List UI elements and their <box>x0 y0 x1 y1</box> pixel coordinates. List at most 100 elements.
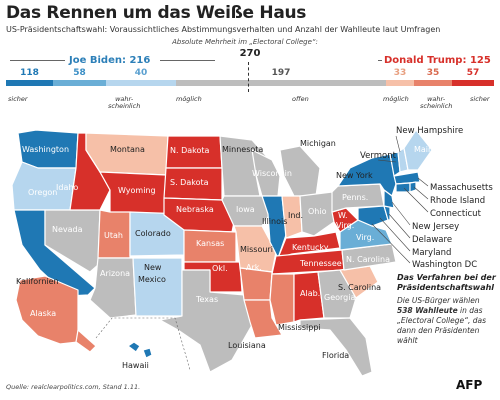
label-rhode-island: Rhode Island <box>430 196 485 206</box>
label-minnesota: Minnesota <box>222 145 263 154</box>
callout-line <box>371 223 411 264</box>
label-hawaii: Hawaii <box>122 361 149 370</box>
label-oregon: Oregon <box>28 188 57 197</box>
label-georgia: Georgia <box>324 293 355 302</box>
bar-tossup: 197 <box>176 68 386 86</box>
label-s-carolina: S. Carolina <box>338 283 381 292</box>
callout-line <box>403 187 429 213</box>
bar-rep-safe: 57 <box>452 68 494 86</box>
state-ark <box>239 267 273 301</box>
bar-dem-lean: 40 <box>106 68 176 86</box>
afp-logo: AFP <box>456 378 483 392</box>
label-louisiana: Louisiana <box>228 341 266 350</box>
label-vermont: Vermont <box>360 151 397 161</box>
callout-line <box>395 135 401 153</box>
label-colorado: Colorado <box>135 229 171 238</box>
label-massachusetts: Massachusetts <box>430 183 493 193</box>
label-penns: Penns. <box>342 193 368 202</box>
bar-dem-safe: 118 <box>6 68 53 86</box>
note-text: Die US-Bürger wählen 538 Wahlleute in da… <box>397 296 487 345</box>
hawaii-island <box>142 347 153 359</box>
label-n-carolina: N. Carolina <box>346 255 390 264</box>
state-minnesota <box>219 135 269 197</box>
bar-rep-likely: 35 <box>414 68 452 86</box>
label-delaware: Delaware <box>412 235 452 245</box>
subtitle: US-Präsidentschaftswahl: Voraussichtlich… <box>6 25 441 34</box>
state-new-jersey <box>383 189 395 209</box>
state-massachusetts <box>393 171 421 185</box>
biden-bracket-right <box>160 60 215 67</box>
callout-line <box>379 217 411 252</box>
state-rhode-island <box>409 181 417 193</box>
label-new-mexico-2: Mexico <box>138 275 166 284</box>
state-texas <box>159 269 253 373</box>
label-okl: Okl. <box>212 264 228 273</box>
category-label: sicher <box>470 95 490 103</box>
trump-total: Donald Trump: 125 <box>384 55 491 66</box>
label-kalifornien: Kalifornien <box>16 277 59 286</box>
label-washington: Washington <box>22 145 69 154</box>
label-ark: Ark. <box>246 263 262 272</box>
label-iowa: Iowa <box>236 205 255 214</box>
label-utah: Utah <box>104 231 123 240</box>
label-missouri: Missouri <box>240 245 273 254</box>
bar-rep-lean: 33 <box>386 68 414 86</box>
label-michigan: Michigan <box>300 139 336 148</box>
label-wyoming: Wyoming <box>118 186 156 195</box>
label-montana: Montana <box>110 145 145 154</box>
state-alaska <box>15 275 79 345</box>
state-maryland <box>357 205 389 227</box>
us-map: Washington Oregon Nevada Idaho Montana W… <box>11 126 493 377</box>
category-label: sicher <box>8 95 28 103</box>
label-w-virg-1: W. <box>338 211 348 220</box>
state-connecticut <box>395 182 411 193</box>
state-hawaii <box>127 341 141 353</box>
label-new-york: New York <box>336 171 373 180</box>
label-s-dakota: S. Dakota <box>170 178 209 187</box>
majority-value: 270 <box>239 48 261 59</box>
alaska-panhandle <box>75 329 97 353</box>
label-new-hampshire: New Hampshire <box>396 126 463 136</box>
label-texas: Texas <box>195 295 218 304</box>
electoral-bar: 118 58 40 197 33 35 57 <box>6 68 494 86</box>
category-label: offen <box>292 95 309 103</box>
majority-marker <box>248 62 249 92</box>
hawaii-inset-border <box>95 317 191 371</box>
label-florida: Florida <box>322 351 349 360</box>
label-maryland: Maryland <box>412 248 451 258</box>
label-virg: Virg. <box>356 233 374 242</box>
state-montana <box>85 132 169 176</box>
trump-bracket-left <box>378 60 382 67</box>
label-alab: Alab. <box>300 289 320 298</box>
state-maine <box>403 129 433 171</box>
label-illinois: Illinois <box>262 217 287 226</box>
label-new-mexico-1: New <box>144 263 162 272</box>
label-maine: Maine <box>414 145 438 154</box>
callout-line <box>377 159 397 163</box>
state-mississippi <box>269 273 295 326</box>
label-washington-dc: Washington DC <box>412 260 477 270</box>
biden-total: Joe Biden: 216 <box>69 55 151 66</box>
state-florida <box>299 317 373 377</box>
source-note: Quelle: realclearpolitics.com, Stand 1.1… <box>6 383 141 391</box>
page-title: Das Rennen um das Weiße Haus <box>6 3 307 23</box>
biden-bracket-left <box>10 60 65 67</box>
callout-line <box>391 201 411 226</box>
label-w-virg-2: Virg. <box>336 221 354 230</box>
category-label: möglich <box>383 95 409 103</box>
state-arizona <box>89 257 137 319</box>
majority-label: Absolute Mehrheit im „Electoral College“… <box>172 38 318 46</box>
category-label: wahr- scheinlich <box>420 95 453 110</box>
label-mississippi: Mississippi <box>278 323 321 332</box>
label-nevada: Nevada <box>52 225 83 234</box>
category-label: möglich <box>176 95 202 103</box>
callout-line <box>413 186 429 200</box>
label-connecticut: Connecticut <box>430 209 482 219</box>
label-ohio: Ohio <box>308 207 327 216</box>
bar-dem-likely: 58 <box>53 68 106 86</box>
label-kentucky: Kentucky <box>292 243 329 252</box>
callout-line <box>388 213 411 239</box>
note-title: Das Verfahren bei der Präsidentschaftswa… <box>397 273 496 292</box>
label-idaho: Idaho <box>56 183 78 192</box>
label-tennessee: Tennessee <box>299 259 342 268</box>
